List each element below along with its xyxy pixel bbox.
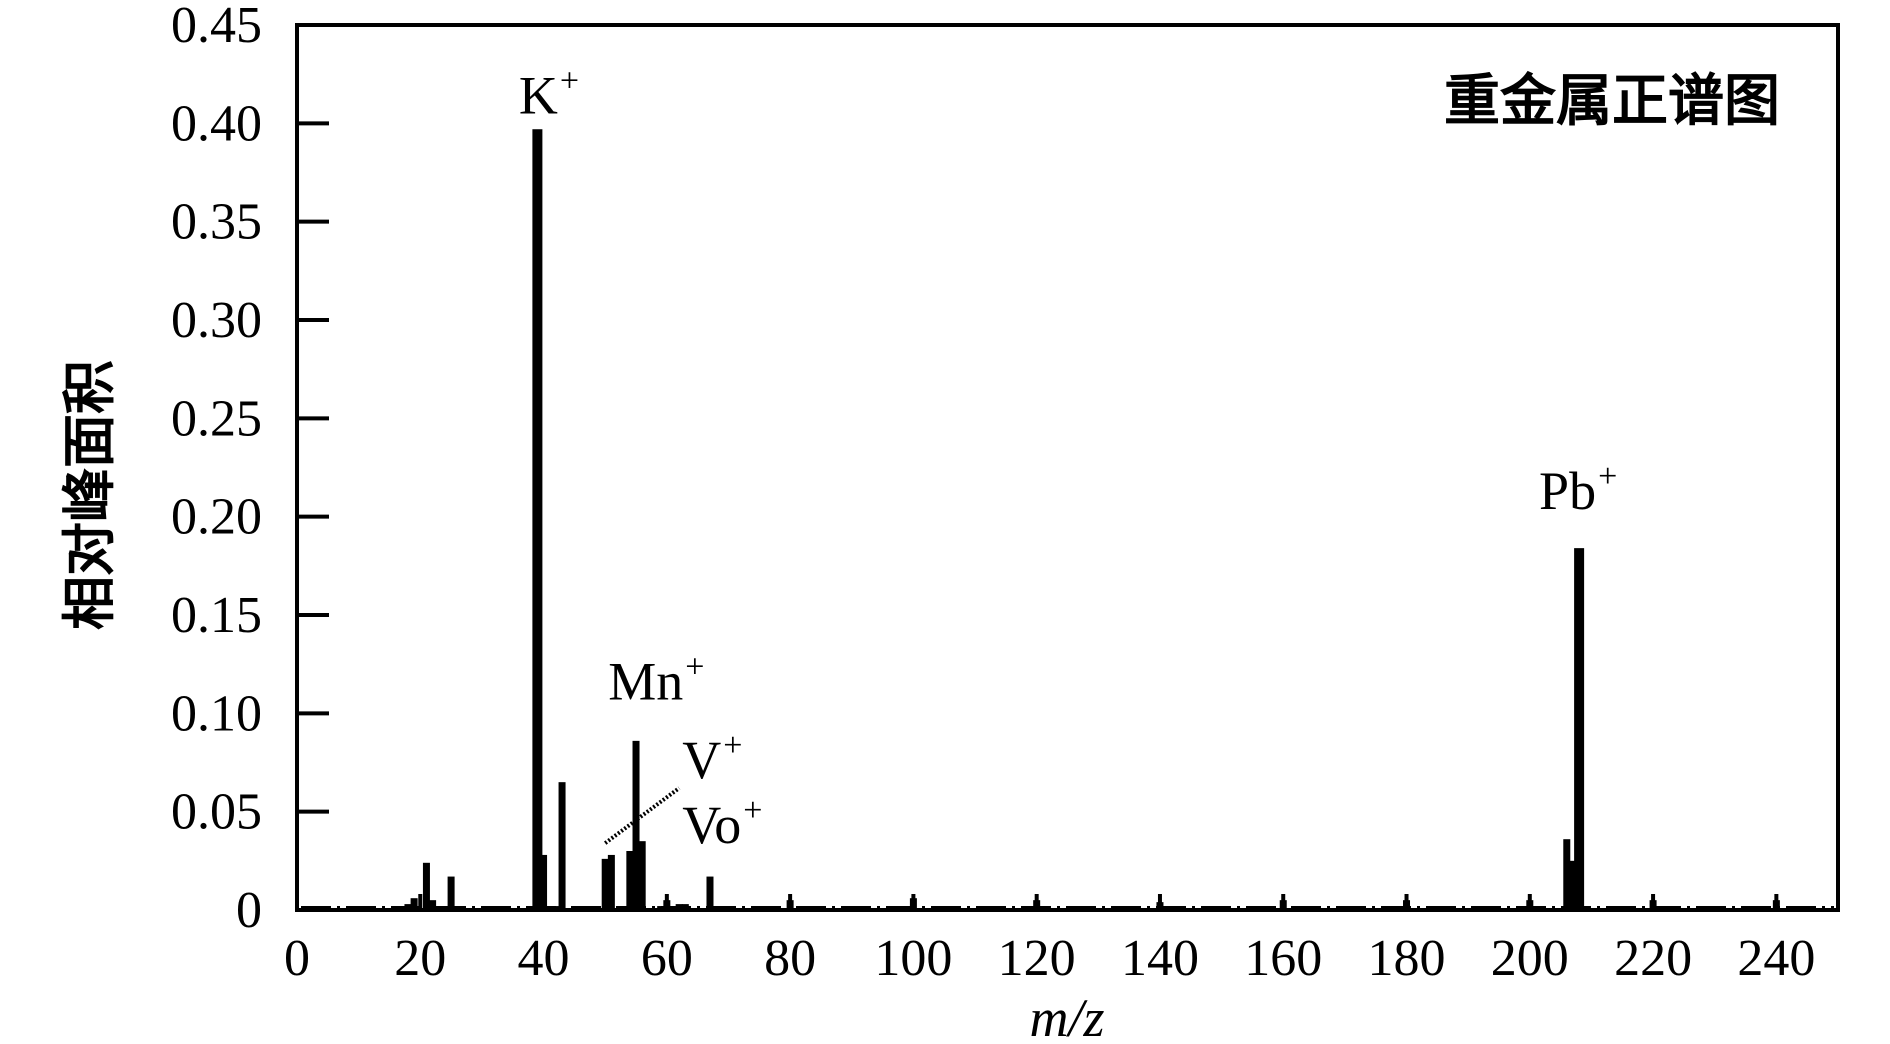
x-tick-label: 60 bbox=[641, 930, 693, 987]
peak-bar bbox=[626, 851, 634, 910]
v-vo-connector-line bbox=[604, 786, 681, 845]
x-axis-label: m/z bbox=[1029, 988, 1104, 1044]
y-axis-label: 相对峰面积 bbox=[57, 360, 121, 630]
peak-bar bbox=[532, 129, 543, 910]
x-tick-label: 220 bbox=[1614, 930, 1692, 987]
y-tick-label: 0.35 bbox=[171, 194, 262, 251]
x-axis-ticks: 0 20 40 60 80 100 120 140 160 180 200 220 240 bbox=[284, 894, 1815, 987]
legend-text: 重金属正谱图 bbox=[1444, 68, 1780, 134]
peak-bar bbox=[404, 904, 412, 910]
peak-bar bbox=[1574, 548, 1585, 910]
y-axis-ticks: 0 0.05 0.10 0.15 0.20 0.25 0.30 0.35 0.40 0.45 bbox=[171, 0, 329, 939]
peak-bar bbox=[681, 904, 689, 910]
peak-bar bbox=[1569, 860, 1577, 910]
peak-bar bbox=[410, 898, 418, 910]
peak-bar bbox=[706, 876, 714, 910]
peak-annotation: V+ bbox=[682, 727, 742, 790]
peak-bar bbox=[429, 900, 437, 910]
y-tick-label: 0.25 bbox=[171, 390, 262, 447]
peak-annotations: K+ Mn+ V+Vo+ Pb+ bbox=[519, 63, 1617, 856]
peak-annotation: Pb+ bbox=[1539, 458, 1617, 521]
peak-bar bbox=[675, 904, 683, 910]
peak-bar bbox=[1563, 839, 1571, 910]
y-tick-label: 0.30 bbox=[171, 292, 262, 349]
y-tick-label: 0.40 bbox=[171, 95, 262, 152]
peak-annotation: Vo+ bbox=[682, 792, 762, 855]
x-tick-label: 200 bbox=[1491, 930, 1569, 987]
x-tick-label: 100 bbox=[874, 930, 952, 987]
x-tick-label: 160 bbox=[1244, 930, 1322, 987]
x-tick-label: 180 bbox=[1368, 930, 1446, 987]
peak-bar bbox=[422, 862, 430, 910]
y-tick-label: 0.15 bbox=[171, 587, 262, 644]
peak-bar bbox=[601, 858, 609, 910]
plot-frame bbox=[295, 23, 1840, 912]
peak-annotation: Mn+ bbox=[608, 649, 704, 712]
y-tick-label: 0 bbox=[236, 882, 262, 939]
peak-bar bbox=[632, 740, 640, 910]
peak-bar bbox=[540, 854, 548, 910]
peak-bar bbox=[607, 854, 615, 910]
y-tick-label: 0.45 bbox=[171, 0, 262, 54]
y-tick-label: 0.20 bbox=[171, 489, 262, 546]
x-tick-label: 240 bbox=[1737, 930, 1815, 987]
y-tick-label: 0.10 bbox=[171, 685, 262, 742]
x-tick-label: 20 bbox=[394, 930, 446, 987]
x-tick-label: 80 bbox=[764, 930, 816, 987]
y-tick-label: 0.05 bbox=[171, 784, 262, 841]
peak-bar bbox=[638, 841, 646, 910]
x-tick-label: 0 bbox=[284, 930, 310, 987]
x-tick-label: 140 bbox=[1121, 930, 1199, 987]
x-tick-label: 40 bbox=[518, 930, 570, 987]
peak-bar bbox=[447, 876, 455, 910]
x-tick-label: 120 bbox=[998, 930, 1076, 987]
peak-annotation: K+ bbox=[519, 63, 579, 126]
peak-bars bbox=[305, 129, 1780, 910]
peak-bar bbox=[558, 782, 566, 910]
